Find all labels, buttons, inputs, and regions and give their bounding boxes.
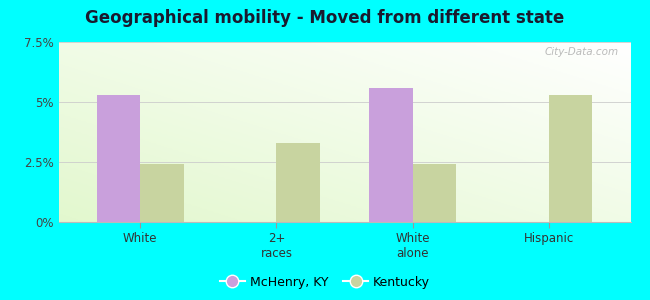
Bar [369, 88, 413, 222]
Bar [97, 95, 140, 222]
Bar [549, 95, 592, 222]
Bar [140, 164, 184, 222]
Bar [276, 143, 320, 222]
Bar [413, 164, 456, 222]
Text: City-Data.com: City-Data.com [545, 47, 619, 57]
Text: Geographical mobility - Moved from different state: Geographical mobility - Moved from diffe… [85, 9, 565, 27]
Legend: McHenry, KY, Kentucky: McHenry, KY, Kentucky [214, 271, 436, 294]
